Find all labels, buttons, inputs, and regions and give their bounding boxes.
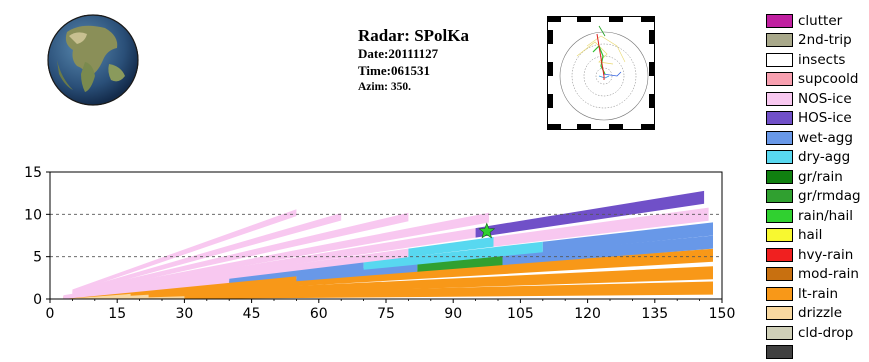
legend-label: clutter: [798, 13, 842, 29]
legend-item: hail: [766, 226, 866, 246]
legend-swatch: [766, 150, 793, 164]
legend-label: mod-rain: [798, 266, 859, 282]
x-tick-label-3: 45: [243, 306, 261, 322]
legend-label: gr/rain: [798, 169, 843, 185]
legend-swatch: [766, 111, 793, 125]
legend-item: supcoold: [766, 70, 866, 90]
x-tick-label-8: 120: [574, 306, 601, 322]
legend-item: hvy-rain: [766, 245, 866, 265]
y-tick-label-2: 10: [24, 207, 42, 223]
legend-label: insects: [798, 52, 845, 68]
legend-label: NOS-ice: [798, 91, 852, 107]
legend-swatch: [766, 189, 793, 203]
legend-item: drizzle: [766, 304, 866, 324]
x-tick-label-0: 0: [46, 306, 55, 322]
legend-label: 2nd-trip: [798, 32, 852, 48]
legend-swatch: [766, 287, 793, 301]
legend-item: dry-agg: [766, 148, 866, 168]
legend-swatch: [766, 131, 793, 145]
legend-label: hail: [798, 227, 822, 243]
legend-swatch: [766, 228, 793, 242]
legend-label: rain/hail: [798, 208, 853, 224]
rhi-plot: 0 15 30 45 60 75 90 105 120 135 150 0 5 10 15: [0, 0, 869, 329]
y-tick-label-1: 5: [33, 250, 42, 266]
legend-item: NOS-ice: [766, 89, 866, 109]
legend-item: gr/rain: [766, 167, 866, 187]
legend-label: lt-rain: [798, 286, 838, 302]
legend-swatch: [766, 306, 793, 320]
legend-item: HOS-ice: [766, 109, 866, 129]
x-tick-label-4: 60: [310, 306, 328, 322]
legend-item: mod-rain: [766, 265, 866, 285]
x-tick-label-7: 105: [507, 306, 534, 322]
legend-swatch: [766, 53, 793, 67]
legend-swatch: [766, 267, 793, 281]
legend-item: lt-rain: [766, 284, 866, 304]
legend-label: cld-drop: [798, 325, 853, 341]
legend-swatch: [766, 326, 793, 340]
x-tick-label-1: 15: [108, 306, 126, 322]
legend-item: 2nd-trip: [766, 31, 866, 51]
legend-swatch: [766, 92, 793, 106]
legend-item: gr/rmdag: [766, 187, 866, 207]
legend-label: HOS-ice: [798, 110, 852, 126]
x-tick-label-9: 135: [641, 306, 668, 322]
legend-swatch: [766, 72, 793, 86]
legend-label: supcoold: [798, 71, 858, 87]
legend-label: dry-agg: [798, 149, 850, 165]
legend-swatch: [766, 209, 793, 223]
legend-swatch: [766, 14, 793, 28]
legend-item: insects: [766, 50, 866, 70]
legend: clutter 2nd-trip insects supcoold NOS-ice HOS…: [766, 11, 866, 362]
legend-label: hvy-rain: [798, 247, 853, 263]
legend-label: wet-agg: [798, 130, 853, 146]
legend-swatch: [766, 345, 793, 359]
x-tick-label-6: 90: [444, 306, 462, 322]
y-tick-label-0: 0: [33, 292, 42, 308]
x-tick-label-2: 30: [175, 306, 193, 322]
legend-item: rain/hail: [766, 206, 866, 226]
y-tick-label-3: 15: [24, 165, 42, 181]
legend-item: [766, 343, 866, 362]
beams-layer: [50, 172, 722, 299]
legend-item: clutter: [766, 11, 866, 31]
legend-swatch: [766, 170, 793, 184]
x-tick-label-5: 75: [377, 306, 395, 322]
legend-item: cld-drop: [766, 323, 866, 343]
legend-label: gr/rmdag: [798, 188, 861, 204]
legend-item: wet-agg: [766, 128, 866, 148]
legend-swatch: [766, 248, 793, 262]
legend-swatch: [766, 33, 793, 47]
x-tick-label-10: 150: [709, 306, 736, 322]
legend-label: drizzle: [798, 305, 842, 321]
